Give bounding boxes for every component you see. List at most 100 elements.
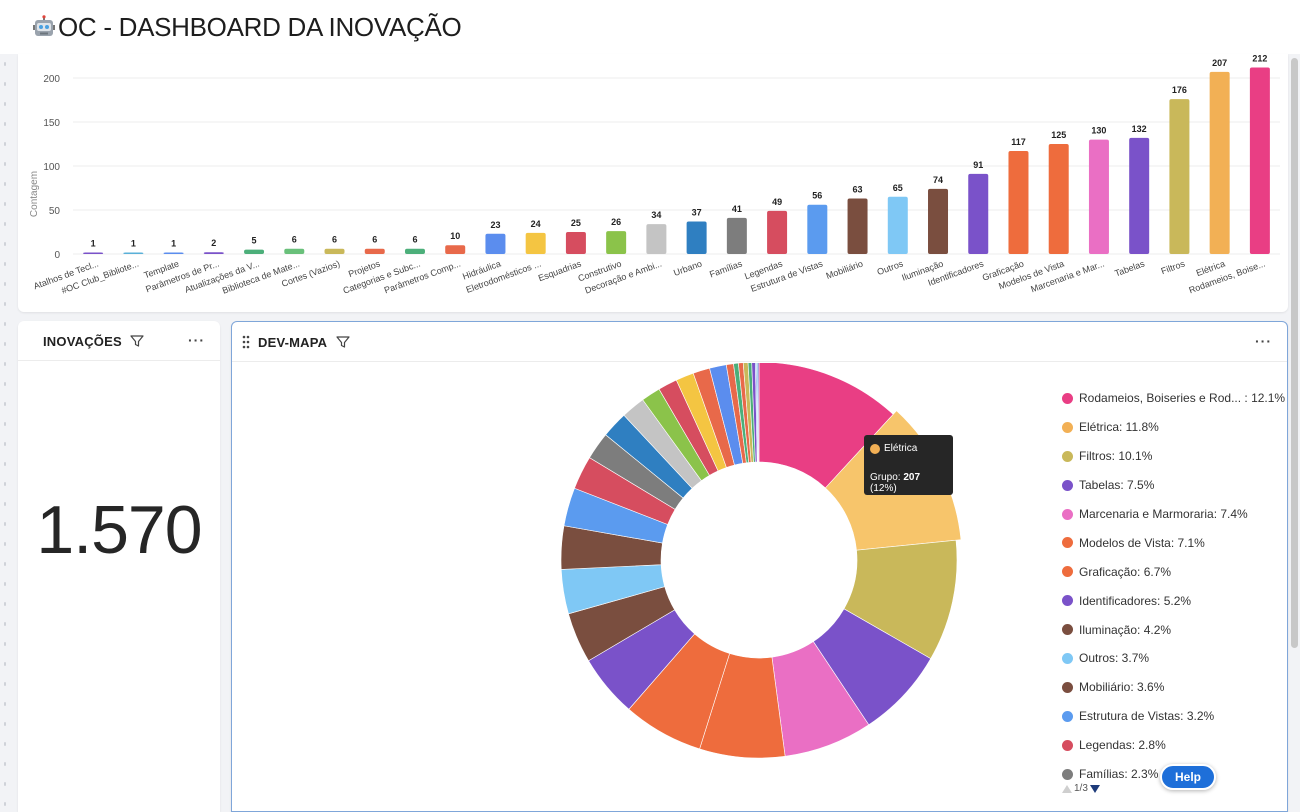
bar[interactable] bbox=[364, 248, 385, 254]
bar[interactable] bbox=[968, 173, 989, 254]
legend-prev-icon[interactable] bbox=[1062, 784, 1072, 793]
more-options-icon[interactable]: ··· bbox=[1255, 333, 1272, 349]
bar-value-label: 1 bbox=[131, 239, 136, 249]
donut-chart[interactable] bbox=[232, 363, 992, 812]
bar[interactable] bbox=[1129, 137, 1150, 254]
legend-color-dot bbox=[1062, 566, 1073, 578]
legend-label: Rodameios, Boiseries e Rod... : 12.1% bbox=[1079, 391, 1286, 406]
legend-item[interactable]: Rodameios, Boiseries e Rod... : 12.1% bbox=[1062, 384, 1286, 413]
legend-item[interactable]: Elétrica: 11.8% bbox=[1062, 413, 1282, 442]
robot-icon bbox=[33, 15, 55, 36]
bar[interactable] bbox=[284, 248, 305, 254]
legend-page-label: 1/3 bbox=[1074, 783, 1088, 794]
kpi-card[interactable]: INOVAÇÕES ··· 1.570 bbox=[18, 321, 220, 812]
help-button[interactable]: Help bbox=[1160, 764, 1216, 790]
legend-item[interactable]: Graficação: 6.7% bbox=[1062, 557, 1282, 586]
pie-card-header: DEV-MAPA ··· bbox=[232, 322, 1287, 362]
legend-label: Famílias: 2.3% bbox=[1079, 767, 1159, 782]
bar-value-label: 91 bbox=[973, 160, 983, 170]
bar[interactable] bbox=[807, 204, 828, 254]
bar-value-label: 25 bbox=[571, 218, 581, 228]
y-tick-label: 100 bbox=[43, 162, 60, 173]
legend-next-icon[interactable] bbox=[1089, 784, 1100, 793]
bar[interactable] bbox=[1169, 99, 1190, 254]
legend-color-dot bbox=[1062, 537, 1073, 549]
bar[interactable] bbox=[646, 224, 667, 254]
bar[interactable] bbox=[686, 221, 707, 254]
legend-item[interactable]: Estrutura de Vistas: 3.2% bbox=[1062, 702, 1282, 731]
bar[interactable] bbox=[726, 217, 747, 254]
pie-legend: Rodameios, Boiseries e Rod... : 12.1% Elé… bbox=[1062, 384, 1286, 789]
bar-value-label: 2 bbox=[211, 238, 216, 248]
bar-value-label: 49 bbox=[772, 197, 782, 207]
legend-item[interactable]: Mobiliário: 3.6% bbox=[1062, 673, 1282, 702]
legend-label: Outros: 3.7% bbox=[1079, 651, 1150, 666]
y-tick-label: 0 bbox=[54, 250, 60, 261]
y-tick-label: 200 bbox=[43, 74, 60, 85]
drag-handle-icon[interactable] bbox=[242, 335, 250, 349]
bar[interactable] bbox=[83, 252, 104, 255]
bar-value-label: 24 bbox=[531, 219, 541, 229]
bar-value-label: 6 bbox=[372, 235, 377, 245]
legend-label: Iluminação: 4.2% bbox=[1079, 622, 1172, 637]
bar-value-label: 63 bbox=[853, 185, 863, 195]
legend-label: Modelos de Vista: 7.1% bbox=[1079, 535, 1205, 550]
bar[interactable] bbox=[1249, 67, 1270, 254]
legend-label: Identificadores: 5.2% bbox=[1079, 593, 1192, 608]
filter-icon[interactable] bbox=[336, 335, 350, 349]
page-scrollbar[interactable] bbox=[1291, 58, 1298, 648]
legend-color-dot bbox=[1062, 681, 1073, 693]
legend-item[interactable]: Tabelas: 7.5% bbox=[1062, 471, 1282, 500]
legend-item[interactable]: Modelos de Vista: 7.1% bbox=[1062, 528, 1282, 557]
bar-value-label: 176 bbox=[1172, 85, 1187, 95]
bar[interactable] bbox=[1209, 71, 1230, 254]
legend-color-dot bbox=[1062, 768, 1073, 780]
bar[interactable] bbox=[1048, 144, 1069, 254]
pie-title: DEV-MAPA bbox=[258, 335, 328, 350]
x-tick-label: Mobiliário bbox=[825, 258, 865, 281]
legend-label: Elétrica: 11.8% bbox=[1079, 420, 1159, 435]
legend-color-dot bbox=[1062, 450, 1073, 462]
legend-color-dot bbox=[1062, 652, 1073, 664]
bar[interactable] bbox=[928, 188, 949, 254]
legend-item[interactable]: Marcenaria e Marmoraria: 7.4% bbox=[1062, 500, 1282, 529]
bar[interactable] bbox=[1088, 139, 1109, 254]
bar[interactable] bbox=[445, 245, 466, 254]
legend-item[interactable]: Famílias: 2.3% bbox=[1062, 760, 1282, 789]
bar[interactable] bbox=[525, 232, 546, 254]
legend-item[interactable]: Filtros: 10.1% bbox=[1062, 442, 1282, 471]
filter-icon[interactable] bbox=[130, 334, 144, 348]
bar[interactable] bbox=[767, 210, 788, 254]
legend-item[interactable]: Legendas: 2.8% bbox=[1062, 731, 1282, 760]
bar[interactable] bbox=[203, 252, 224, 254]
bar-value-label: 1 bbox=[91, 239, 96, 249]
bar[interactable] bbox=[847, 198, 868, 254]
legend-item[interactable]: Iluminação: 4.2% bbox=[1062, 615, 1282, 644]
bar[interactable] bbox=[324, 248, 345, 254]
tooltip-value: 207 bbox=[903, 472, 921, 483]
bar[interactable] bbox=[887, 196, 908, 254]
bar[interactable] bbox=[1008, 151, 1029, 254]
bar[interactable] bbox=[485, 233, 506, 254]
bar-value-label: 41 bbox=[732, 204, 742, 214]
bar-value-label: 6 bbox=[412, 235, 417, 245]
bar-value-label: 212 bbox=[1252, 54, 1267, 63]
bar-value-label: 132 bbox=[1132, 124, 1147, 134]
x-tick-label: Urbano bbox=[672, 258, 703, 277]
bar-chart-card[interactable]: 0 50 100 150 200 Contagem 1 Atalhos de Tecl... 1… bbox=[18, 54, 1288, 312]
bar[interactable] bbox=[123, 252, 144, 255]
legend-item[interactable]: Outros: 3.7% bbox=[1062, 644, 1282, 673]
bar[interactable] bbox=[163, 252, 184, 255]
bar[interactable] bbox=[404, 248, 425, 254]
bar[interactable] bbox=[244, 249, 265, 254]
bar[interactable] bbox=[565, 232, 586, 254]
x-tick-label: Famílias bbox=[708, 258, 744, 279]
donut-slice[interactable] bbox=[757, 363, 760, 463]
legend-label: Graficação: 6.7% bbox=[1079, 564, 1172, 579]
legend-pager: 1/3 bbox=[1062, 783, 1100, 794]
pie-chart-card[interactable]: DEV-MAPA ··· Rodameios, Boiseries e Rod.… bbox=[231, 321, 1288, 812]
legend-item[interactable]: Identificadores: 5.2% bbox=[1062, 586, 1282, 615]
bar[interactable] bbox=[606, 231, 627, 254]
more-options-icon[interactable]: ··· bbox=[188, 332, 205, 348]
